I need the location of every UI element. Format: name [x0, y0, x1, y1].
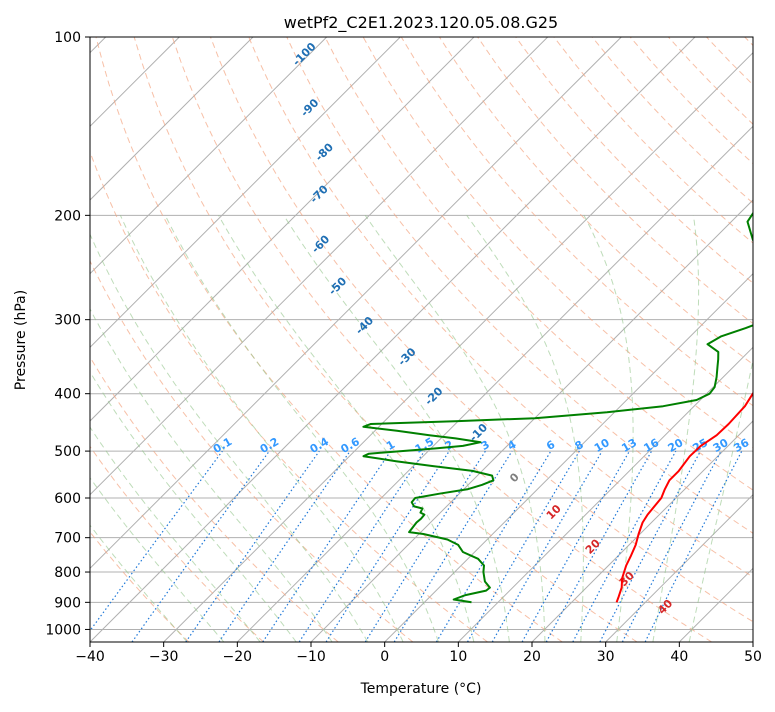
y-tick-label: 300 — [54, 313, 81, 329]
y-tick-label: 800 — [54, 565, 81, 581]
y-tick-label: 500 — [54, 444, 81, 460]
y-tick-label: 900 — [54, 595, 81, 611]
isotherm-line — [753, 37, 775, 642]
x-tick-label: −40 — [75, 649, 105, 665]
y-tick-label: 700 — [54, 531, 81, 547]
x-tick-label: 10 — [449, 649, 467, 665]
x-tick-label: 30 — [597, 649, 615, 665]
chart-title: wetPf2_C2E1.2023.120.05.08.G25 — [284, 13, 558, 33]
x-tick-label: −20 — [223, 649, 253, 665]
x-axis-label: Temperature (°C) — [360, 681, 482, 697]
y-tick-label: 200 — [54, 208, 81, 224]
x-tick-label: 40 — [670, 649, 688, 665]
x-tick-label: −10 — [296, 649, 326, 665]
x-tick-label: 0 — [380, 649, 389, 665]
y-axis-label: Pressure (hPa) — [13, 290, 29, 390]
x-tick-label: −30 — [149, 649, 179, 665]
x-tick-label: 20 — [523, 649, 541, 665]
x-tick-label: 50 — [744, 649, 762, 665]
y-tick-label: 1000 — [45, 622, 81, 638]
y-tick-label: 400 — [54, 387, 81, 403]
y-tick-label: 100 — [54, 30, 81, 46]
y-tick-label: 600 — [54, 491, 81, 507]
